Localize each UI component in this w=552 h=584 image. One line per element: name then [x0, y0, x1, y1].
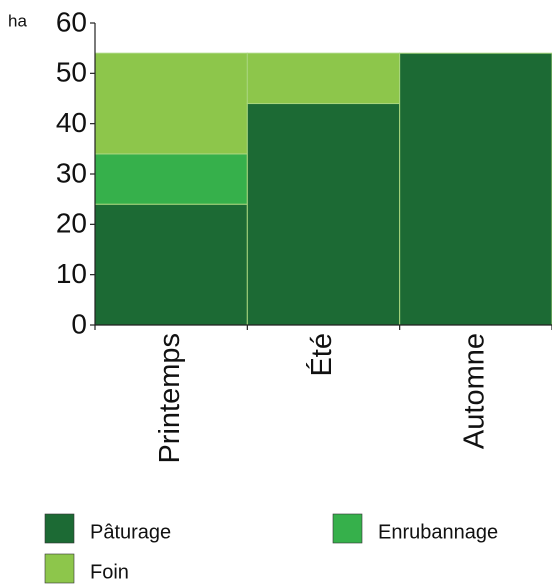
y-tick-label: 40	[56, 107, 87, 138]
y-tick-label: 60	[56, 6, 87, 37]
bar-segment	[94, 203, 248, 326]
y-axis-label: ha	[8, 11, 27, 30]
legend-label: Pâturage	[90, 521, 171, 543]
y-tick-label: 0	[71, 308, 87, 339]
bar-segment	[94, 52, 248, 155]
y-tick-label: 10	[56, 258, 87, 289]
bar-segment	[399, 52, 552, 326]
x-tick-label: Été	[305, 333, 338, 377]
legend-swatch	[44, 553, 75, 584]
legend-swatch	[332, 513, 363, 544]
y-tick-label: 20	[56, 208, 87, 239]
legend-label: Enrubannage	[378, 521, 498, 543]
legend-swatch	[44, 513, 75, 544]
x-tick-label: Automne	[458, 333, 490, 449]
x-tick-label: Printemps	[154, 333, 186, 464]
legend-label: Foin	[90, 561, 129, 583]
bar-segment	[246, 52, 401, 105]
bar-segment	[246, 103, 401, 326]
y-tick-label: 30	[56, 157, 87, 188]
y-tick-label: 50	[56, 57, 87, 88]
bar-segment	[94, 153, 248, 205]
